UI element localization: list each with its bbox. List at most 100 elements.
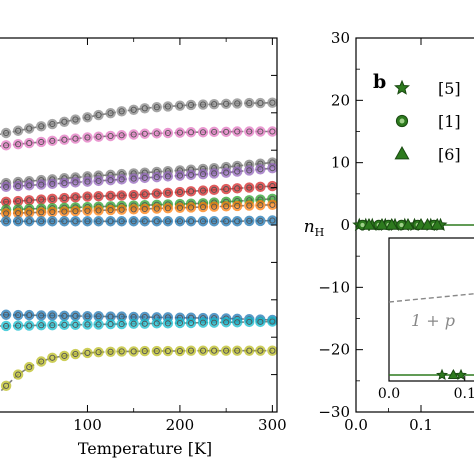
series-6-point-ring: [61, 208, 68, 215]
series-0-point-ring: [107, 110, 114, 117]
series-4-point-ring: [72, 194, 79, 201]
series-10-point: [185, 345, 197, 356]
series-4-point-ring: [141, 191, 148, 198]
series-9-point-ring: [72, 321, 79, 328]
series-3-point-ring: [257, 166, 264, 173]
series-4-point-ring: [49, 195, 56, 202]
series-10-point-ring: [118, 348, 125, 355]
series-9-point: [128, 318, 139, 329]
series-1-point-ring: [72, 135, 79, 142]
point-triangle: [401, 217, 415, 230]
series-9-point: [220, 317, 232, 328]
series-4-point-ring: [223, 186, 230, 193]
series-9-point-ring: [257, 318, 264, 325]
series-10-point: [174, 345, 186, 357]
series-1-point-ring: [164, 129, 171, 137]
series-10-point: [47, 352, 58, 363]
series-7-point-ring: [234, 218, 241, 225]
series-3-point: [59, 177, 70, 189]
series-6-point-ring: [49, 208, 56, 215]
series-0-point: [185, 99, 197, 111]
legend-marker-circle-center: [399, 118, 405, 124]
series-7-point: [116, 216, 127, 227]
series-10-point: [244, 345, 255, 356]
series-0-point: [12, 125, 24, 136]
series-0-point-ring: [246, 100, 253, 107]
series-6-point: [116, 204, 127, 215]
series-3-point: [197, 168, 209, 180]
series-9-point-ring: [187, 319, 195, 327]
series-6-point: [70, 205, 81, 217]
series-4-point-ring: [153, 190, 160, 197]
inset-x-tick-label: 0.0: [378, 386, 400, 402]
series-7-point-ring: [49, 218, 56, 225]
series-6-point-ring: [164, 205, 171, 212]
series-7-point-ring: [223, 218, 230, 225]
series-10-point: [36, 356, 47, 367]
series-1-point: [208, 126, 220, 138]
series-1-point-ring: [95, 133, 102, 140]
series-6-point: [93, 205, 104, 216]
series-4-point: [47, 193, 58, 205]
series-9-point: [116, 318, 127, 330]
series-6-point: [47, 206, 58, 218]
series-6-point-ring: [246, 202, 253, 209]
series-3-point: [12, 180, 24, 192]
y-tick-label: 10: [331, 154, 350, 172]
series-1-point-ring: [153, 130, 160, 137]
point-circle-center: [360, 222, 365, 228]
series-1-point-ring: [199, 129, 207, 136]
series-7-point-ring: [153, 218, 160, 225]
series-3-point: [82, 176, 93, 187]
series-1-point-ring: [84, 134, 91, 141]
series-4-point-ring: [246, 184, 253, 191]
series-6-point-ring: [176, 204, 183, 211]
series-10-point: [151, 345, 163, 357]
series-1-point: [93, 131, 104, 142]
series-10-point-ring: [153, 347, 160, 355]
series-1-point-ring: [130, 131, 137, 138]
series-7-point-ring: [26, 218, 33, 225]
series-1-point: [255, 126, 266, 137]
series-6-point-ring: [26, 209, 33, 216]
series-4-point-ring: [38, 196, 45, 203]
series-10-point-ring: [38, 358, 45, 365]
series-8-point: [59, 310, 70, 322]
series-3-point: [255, 164, 266, 175]
series-4-point: [82, 191, 93, 202]
legend-label: [6]: [438, 145, 461, 164]
series-4-point-ring: [15, 198, 22, 205]
series-7-point: [105, 216, 116, 227]
series-4-point: [208, 184, 220, 196]
series-0-point: [151, 101, 163, 113]
series-8-point-ring: [72, 312, 79, 319]
panel-b-inset: 1 + p 0.0 0.1: [378, 237, 474, 402]
series-3-point-ring: [72, 179, 79, 186]
series-4-point: [128, 189, 139, 201]
series-7-point-ring: [118, 218, 125, 225]
series-3-point-ring: [118, 176, 125, 183]
series-10-point-ring: [26, 364, 33, 371]
legend-marker-triangle: [394, 145, 410, 160]
series-4-point: [151, 188, 163, 199]
series-9-point-ring: [38, 322, 45, 329]
series-0-point: [70, 114, 81, 125]
series-3-point: [0, 181, 12, 193]
series-4-point: [12, 195, 24, 207]
series-6-point: [82, 205, 93, 216]
series-6-point: [139, 203, 150, 215]
series-4-point-ring: [176, 189, 183, 196]
series-1-point: [232, 126, 243, 137]
series-0-point: [162, 101, 174, 112]
series-1-point-ring: [257, 128, 264, 135]
series-10-point: [116, 346, 127, 357]
series-3-point-ring: [164, 173, 171, 180]
series-9-point: [267, 316, 278, 327]
series-4-point: [244, 182, 255, 193]
series-7-point: [255, 215, 266, 227]
series-7-point: [70, 216, 81, 227]
series-1-point-ring: [26, 140, 33, 147]
series-9-point: [162, 318, 174, 329]
series-4-point: [36, 194, 47, 205]
series-10-point: [128, 346, 139, 357]
